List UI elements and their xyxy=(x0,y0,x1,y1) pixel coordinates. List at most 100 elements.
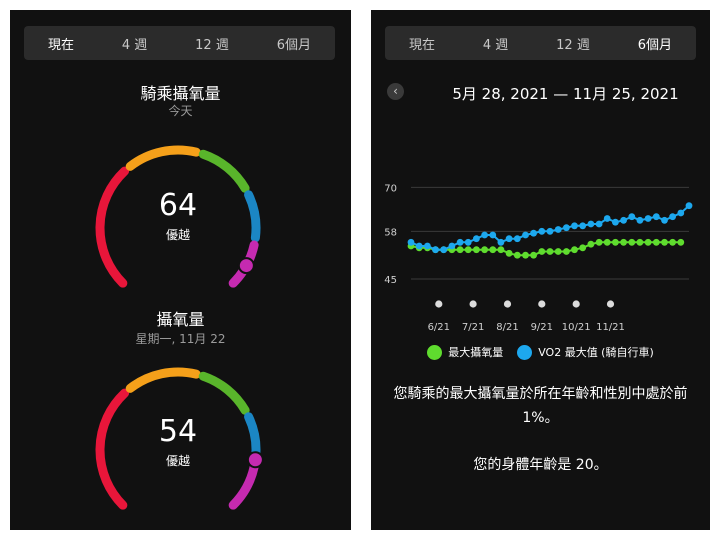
data-point-0 xyxy=(456,246,464,254)
vo2-gauge: 54 優越 xyxy=(88,360,268,530)
tab-6-months[interactable]: 6個月 xyxy=(637,37,672,53)
vo2-history-panel: 現在 4 週 12 週 6個月 ‹ 5月 28, 2021 — 11月 25, … xyxy=(371,10,710,530)
data-point-0 xyxy=(579,244,587,252)
chevron-left-icon[interactable]: ‹ xyxy=(387,83,404,100)
tab-now[interactable]: 現在 xyxy=(408,37,435,53)
data-point-1 xyxy=(669,213,676,221)
data-point-1 xyxy=(685,202,693,210)
data-point-1 xyxy=(473,235,480,243)
vo2-title: 攝氧量 xyxy=(156,310,205,329)
data-point-1 xyxy=(644,215,652,222)
legend-green-dot-icon xyxy=(427,344,443,360)
data-point-0 xyxy=(497,246,505,254)
vo2-gauge-arc xyxy=(95,367,264,510)
cycling-vo2-gauge: 64 優越 xyxy=(88,138,268,318)
data-point-1 xyxy=(505,235,513,243)
data-point-0 xyxy=(505,249,513,257)
data-point-1 xyxy=(677,209,685,217)
x-tick-label: 7/21 xyxy=(462,322,484,333)
vo2-value: 54 xyxy=(158,414,198,449)
data-point-1 xyxy=(636,216,644,224)
data-point-1 xyxy=(522,231,529,239)
tab-6-months[interactable]: 6個月 xyxy=(276,37,311,53)
data-point-0 xyxy=(530,251,537,259)
legend-label-cycling: VO2 最大值 (騎自行車) xyxy=(538,346,654,359)
data-point-1 xyxy=(595,220,603,228)
legend-item-cycling: VO2 最大值 (騎自行車) xyxy=(517,344,654,360)
data-point-1 xyxy=(448,242,456,250)
data-point-1 xyxy=(456,238,464,246)
data-point-0 xyxy=(587,240,595,248)
gauge-segment-poor xyxy=(95,388,130,510)
data-point-1 xyxy=(424,242,431,250)
data-point-0 xyxy=(554,248,562,255)
cycling-vo2-gauge-arc xyxy=(95,145,261,288)
data-point-0 xyxy=(481,246,488,254)
data-point-1 xyxy=(652,213,660,221)
y-tick-label: 45 xyxy=(384,275,397,286)
data-point-1 xyxy=(415,242,423,250)
data-point-1 xyxy=(579,222,587,230)
x-tick-dot xyxy=(538,300,546,308)
gauge-segment-good xyxy=(198,371,250,415)
y-tick-label: 70 xyxy=(384,183,397,194)
gauge-marker xyxy=(246,451,264,469)
gauge-segment-superior xyxy=(228,462,259,510)
data-point-0 xyxy=(652,238,660,246)
x-tick-label: 10/21 xyxy=(562,322,591,333)
tab-now[interactable]: 現在 xyxy=(47,37,74,53)
data-point-0 xyxy=(628,238,636,246)
x-tick-label: 9/21 xyxy=(531,322,553,333)
data-point-1 xyxy=(554,226,562,233)
x-tick-dot xyxy=(469,300,477,308)
tab-12-weeks[interactable]: 12 週 xyxy=(195,37,229,53)
tab-4-weeks[interactable]: 4 週 xyxy=(482,37,509,53)
fitness-age: 您的身體年齡是 20。 xyxy=(473,457,608,473)
vo2-trend-chart: 45 58 70 6/21 7/21 8/21 9/21 10/21 11/21 xyxy=(384,183,693,333)
gauge-segment-good xyxy=(198,149,250,193)
data-point-1 xyxy=(538,227,546,235)
data-point-0 xyxy=(636,238,644,246)
cycling-vo2-title: 騎乘攝氧量 xyxy=(140,84,221,103)
data-point-0 xyxy=(522,251,529,259)
data-point-1 xyxy=(571,222,578,230)
gauge-segment-poor xyxy=(95,166,130,288)
data-point-1 xyxy=(603,215,611,222)
period-tabs: 現在 4 週 12 週 6個月 xyxy=(385,26,696,60)
x-tick-label: 6/21 xyxy=(428,322,450,333)
data-point-0 xyxy=(538,248,546,255)
legend-label-vo2max: 最大攝氧量 xyxy=(448,346,504,359)
data-point-0 xyxy=(669,238,676,246)
data-point-0 xyxy=(571,246,578,254)
tab-4-weeks[interactable]: 4 週 xyxy=(121,37,148,53)
date-range: 5月 28, 2021 — 11月 25, 2021 xyxy=(452,85,679,103)
data-point-0 xyxy=(489,246,497,254)
legend-item-vo2max: 最大攝氧量 xyxy=(427,344,503,360)
gauge-segment-fair xyxy=(125,367,201,393)
y-tick-label: 58 xyxy=(384,227,397,238)
data-point-1 xyxy=(587,220,595,228)
data-point-0 xyxy=(595,238,603,246)
data-point-1 xyxy=(432,246,439,254)
data-point-1 xyxy=(464,238,472,246)
x-tick-dot xyxy=(503,300,512,308)
data-point-1 xyxy=(440,246,448,254)
data-point-1 xyxy=(612,218,619,226)
gauge-segment-excellent xyxy=(244,190,261,243)
chart-legend: 最大攝氧量 VO2 最大值 (騎自行車) xyxy=(371,344,710,360)
data-point-1 xyxy=(620,216,627,224)
tab-12-weeks[interactable]: 12 週 xyxy=(556,37,590,53)
data-point-0 xyxy=(513,251,521,259)
cycling-vo2-date: 今天 xyxy=(168,104,193,118)
series-line-0 xyxy=(410,241,681,257)
cycling-vo2-value: 64 xyxy=(158,188,198,223)
data-point-1 xyxy=(563,224,570,232)
data-point-1 xyxy=(481,231,488,239)
data-point-0 xyxy=(677,238,685,246)
gauge-segment-fair xyxy=(125,145,201,171)
percentile-description: 您騎乘的最大攝氧量於所在年齡和性別中處於前 1%。 xyxy=(393,386,688,426)
x-tick-dot xyxy=(572,300,580,308)
data-point-0 xyxy=(644,238,652,246)
data-point-1 xyxy=(628,213,636,221)
vo2-rating: 優越 xyxy=(165,454,190,468)
